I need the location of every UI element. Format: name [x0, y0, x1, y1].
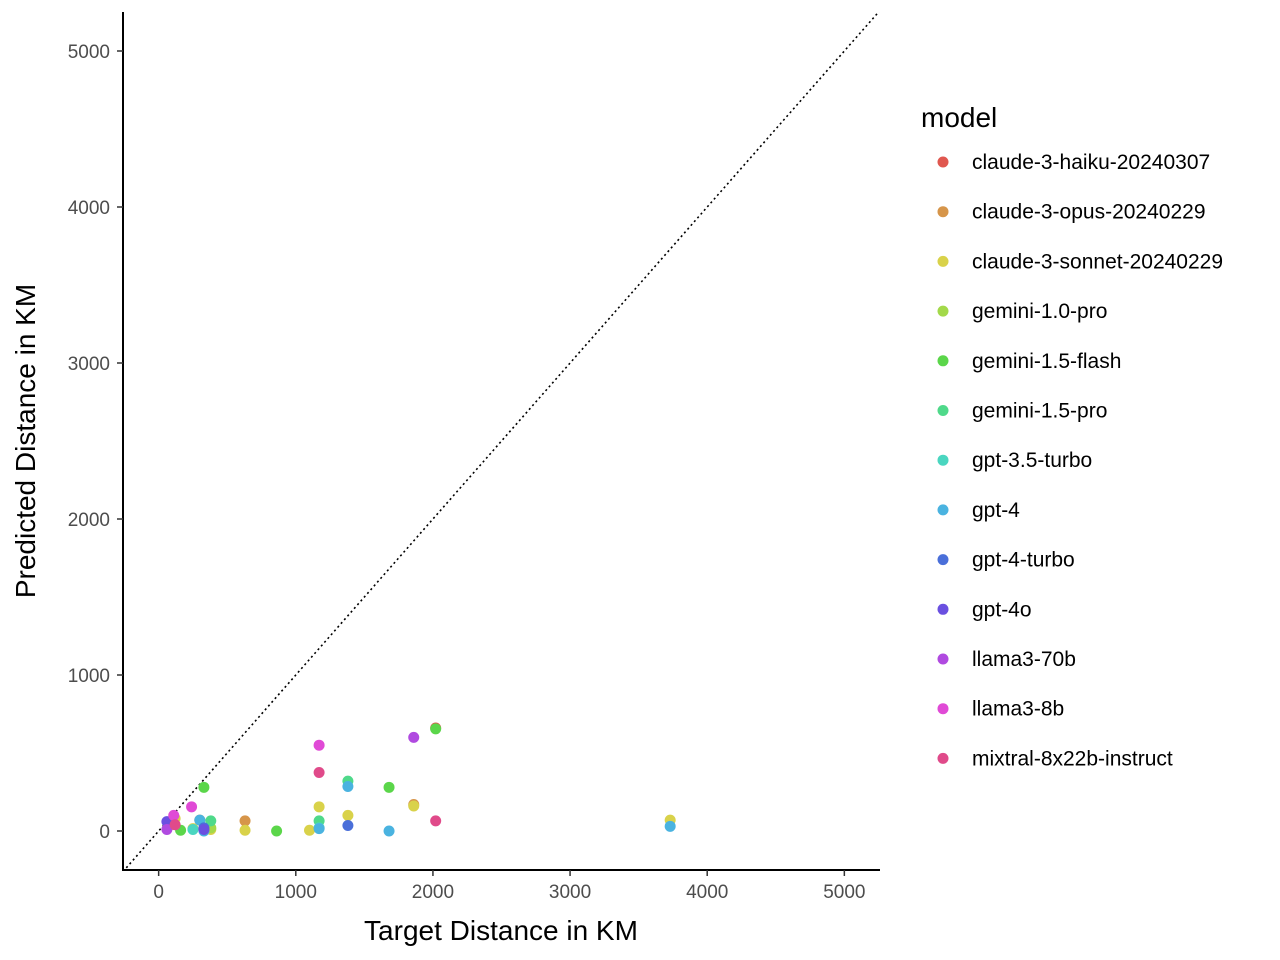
x-tick-label: 4000 [686, 882, 728, 903]
legend-item: gpt-4 [937, 499, 1020, 522]
legend-item: gemini-1.5-flash [937, 350, 1121, 373]
data-point [383, 781, 395, 793]
legend-label: gpt-4 [972, 499, 1020, 522]
data-point [239, 824, 251, 836]
data-point [271, 825, 283, 837]
legend-label: gemini-1.0-pro [972, 300, 1107, 323]
data-point [430, 723, 442, 735]
data-point [186, 801, 198, 813]
x-tick-label: 2000 [412, 882, 454, 903]
legend-label: gemini-1.5-flash [972, 350, 1121, 373]
legend-swatch [937, 355, 949, 367]
data-point [313, 823, 325, 835]
legend-swatch [937, 405, 949, 416]
legend-title: model [921, 102, 997, 133]
data-point [205, 815, 217, 827]
legend-item: gemini-1.0-pro [937, 300, 1107, 323]
legend-label: gpt-3.5-turbo [972, 449, 1092, 472]
y-tick-label: 3000 [68, 354, 110, 375]
x-tick-label: 5000 [823, 882, 865, 903]
legend-item: mixtral-8x22b-instruct [937, 747, 1173, 770]
legend-swatch [937, 156, 949, 168]
legend-item: gpt-3.5-turbo [937, 449, 1092, 472]
data-point [430, 815, 442, 827]
y-tick-label: 5000 [68, 42, 110, 63]
data-point [383, 825, 395, 837]
x-tick-label: 1000 [275, 882, 317, 903]
legend-label: claude-3-opus-20240229 [972, 201, 1206, 224]
y-tick-label: 0 [99, 822, 110, 843]
legend-label: llama3-8b [972, 698, 1064, 721]
identity-reference-line [123, 12, 880, 870]
legend-item: gpt-4o [937, 598, 1032, 621]
legend-swatch [937, 206, 949, 218]
legend-item: claude-3-haiku-20240307 [937, 151, 1210, 174]
data-point [187, 823, 199, 835]
legend-item: llama3-70b [937, 648, 1076, 671]
legend-item: claude-3-opus-20240229 [937, 201, 1206, 224]
data-point [313, 801, 325, 813]
legend-label: gpt-4-turbo [972, 549, 1075, 572]
legend-item: llama3-8b [937, 698, 1064, 721]
legend-swatch [937, 603, 949, 615]
legend-item: gemini-1.5-pro [937, 400, 1107, 423]
y-axis-ticks: 0 1000 2000 3000 4000 5000 [68, 42, 123, 843]
data-point [408, 731, 420, 743]
data-point [198, 823, 210, 835]
legend-label: claude-3-haiku-20240307 [972, 151, 1210, 174]
data-point [168, 809, 180, 821]
data-point [313, 739, 325, 751]
legend-item: gpt-4-turbo [937, 549, 1075, 572]
legend-label: claude-3-sonnet-20240229 [972, 250, 1223, 273]
legend-swatch [937, 504, 949, 516]
y-tick-label: 4000 [68, 198, 110, 219]
data-point [239, 815, 251, 827]
y-tick-label: 1000 [68, 666, 110, 687]
data-point [342, 820, 354, 832]
legend-item: claude-3-sonnet-20240229 [937, 250, 1223, 273]
data-point [161, 823, 173, 835]
data-point [304, 824, 316, 836]
legend-swatch [937, 255, 949, 267]
legend-swatch [937, 554, 949, 566]
y-axis-title: Predicted Distance in KM [10, 284, 41, 598]
data-point [198, 781, 210, 793]
data-point [313, 767, 325, 778]
legend-label: gpt-4o [972, 598, 1032, 621]
x-axis-ticks: 0 1000 2000 3000 4000 5000 [153, 870, 865, 903]
legend-swatch [937, 752, 949, 764]
legend-swatch [937, 305, 949, 317]
legend-swatch [937, 653, 949, 665]
y-tick-label: 2000 [68, 510, 110, 531]
legend-swatch [937, 454, 949, 466]
legend-swatch [937, 703, 949, 715]
data-points [161, 722, 676, 837]
data-point [342, 781, 354, 793]
x-tick-label: 3000 [549, 882, 591, 903]
legend: model claude-3-haiku-20240307 claude-3-op… [921, 102, 1223, 770]
legend-label: llama3-70b [972, 648, 1076, 671]
data-point [664, 820, 676, 832]
x-axis-title: Target Distance in KM [364, 915, 638, 946]
legend-label: gemini-1.5-pro [972, 400, 1107, 423]
data-point [342, 809, 354, 821]
legend-label: mixtral-8x22b-instruct [972, 747, 1173, 770]
data-point [169, 819, 181, 831]
x-tick-label: 0 [153, 882, 164, 903]
data-point [408, 800, 420, 812]
